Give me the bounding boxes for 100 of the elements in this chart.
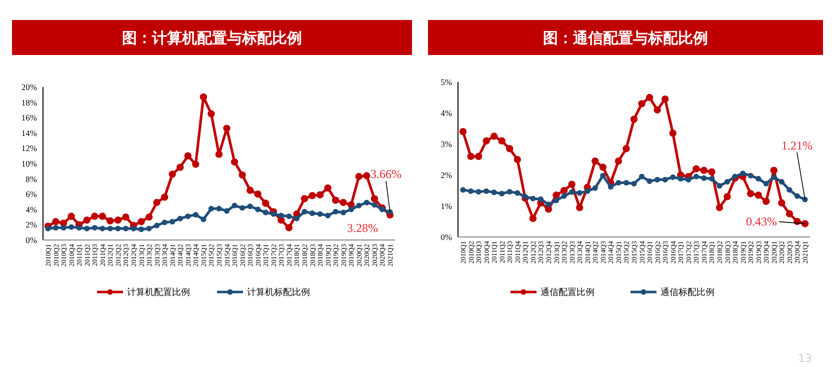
point [254,190,262,198]
y-tick-label: 6% [26,189,37,200]
y-tick-label: 16% [21,112,37,123]
point [208,206,214,212]
y-tick-label: 5% [440,76,452,87]
legend-label: 通信标配比例 [660,287,714,298]
point [138,226,144,232]
point [278,212,284,218]
point [786,187,792,193]
point [546,202,552,208]
point [309,210,316,216]
legend-label: 计算机配置比例 [127,287,190,298]
point [160,194,168,201]
point [530,196,536,202]
point [83,216,90,224]
point [630,116,638,123]
point [302,208,308,214]
point [770,166,778,174]
point [115,226,121,232]
point [317,211,323,217]
point [459,128,467,136]
point [224,208,230,214]
chart-title: 图：通信配置与标配比例 [543,29,708,47]
point [316,191,324,198]
point [778,179,784,185]
point [68,224,74,230]
point [771,174,777,180]
point [708,176,715,182]
point [215,150,223,158]
point [45,226,51,232]
point [576,204,584,212]
point [340,198,347,206]
point [372,202,378,208]
point [740,170,746,176]
point [364,200,370,206]
point [638,100,646,108]
point [538,196,544,202]
point [216,206,222,212]
point [76,224,82,231]
point [60,224,66,231]
point [686,176,692,182]
legend-label: 计算机标配比例 [247,287,310,298]
point [506,188,512,195]
point [592,157,599,165]
point [255,206,261,212]
point [491,190,497,196]
point [614,157,622,165]
point [84,226,90,232]
y-tick-label: 4% [440,108,452,118]
point [130,226,136,232]
point [569,189,575,195]
point [794,193,800,199]
point [801,220,809,228]
point [363,172,370,180]
point [177,216,183,222]
point [763,180,769,186]
point [68,212,75,220]
point [145,213,153,221]
point [460,187,466,193]
point [200,93,208,101]
point [623,180,630,186]
point [170,218,176,224]
point [762,198,770,205]
annotation: 1.21% [782,138,812,152]
point [778,199,786,206]
point [654,176,660,182]
point [200,216,206,222]
point [106,217,114,224]
y-tick-label: 12% [21,143,37,154]
point [499,190,505,196]
point [552,192,560,199]
y-tick-label: 4% [26,204,37,214]
point [52,224,59,231]
point [700,166,708,174]
point [192,212,198,218]
point [262,200,270,207]
point [669,130,676,137]
point [285,224,293,232]
point [232,202,238,208]
point [514,190,520,196]
point [553,198,560,204]
point [114,216,122,224]
point [608,184,614,190]
point [324,184,332,192]
point [560,186,568,194]
point [746,190,754,198]
point [91,212,98,220]
annotation: 0.43% [746,214,777,229]
point [646,94,654,102]
point [584,188,590,194]
annotation: 3.66% [370,167,402,181]
point [238,171,246,179]
point [716,183,722,189]
point [522,194,528,200]
point [616,180,622,186]
point [529,214,537,222]
point [223,124,230,132]
point [379,206,386,212]
point [661,95,669,103]
chart-title: 图：计算机配置与标配比例 [122,29,302,47]
